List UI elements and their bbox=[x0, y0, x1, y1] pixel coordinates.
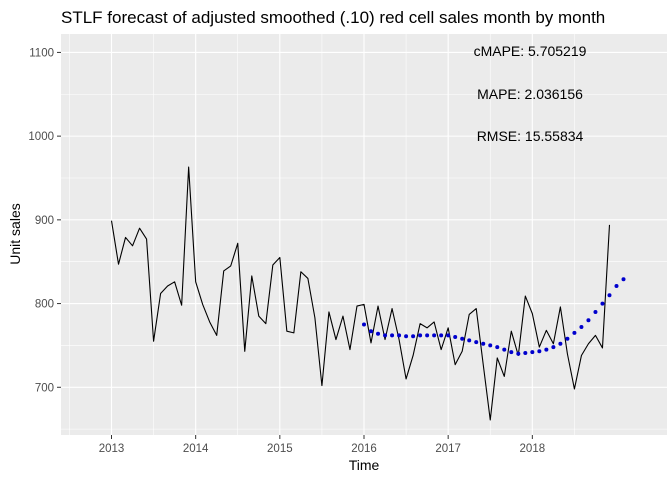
y-axis-title: Unit sales bbox=[7, 203, 23, 264]
forecast-point bbox=[558, 341, 563, 346]
forecast-point bbox=[397, 333, 402, 338]
forecast-point bbox=[453, 335, 458, 340]
forecast-point bbox=[523, 350, 528, 355]
x-tick-label: 2014 bbox=[183, 443, 209, 455]
x-tick-label: 2013 bbox=[99, 443, 125, 455]
x-tick-label: 2017 bbox=[435, 443, 461, 455]
forecast-point bbox=[481, 341, 486, 346]
y-tick-label: 1000 bbox=[28, 131, 54, 143]
forecast-point bbox=[488, 343, 493, 348]
x-tick-label: 2015 bbox=[267, 443, 293, 455]
forecast-point bbox=[516, 351, 521, 356]
forecast-point bbox=[614, 283, 619, 288]
forecast-point bbox=[551, 345, 556, 350]
forecast-point bbox=[509, 350, 514, 355]
y-tick-label: 900 bbox=[35, 215, 54, 227]
forecast-point bbox=[530, 350, 535, 355]
forecast-point bbox=[572, 330, 577, 335]
series-layer bbox=[110, 166, 626, 421]
forecast-point bbox=[502, 347, 507, 352]
annotation-mape: MAPE: 2.036156 bbox=[477, 86, 583, 102]
forecast-point bbox=[607, 293, 612, 298]
y-tick-label: 700 bbox=[35, 382, 54, 394]
forecast-point bbox=[544, 347, 549, 352]
x-tick-label: 2018 bbox=[520, 443, 546, 455]
forecast-point bbox=[383, 333, 388, 338]
forecast-point bbox=[411, 334, 416, 339]
grid-major bbox=[61, 34, 667, 435]
forecast-point bbox=[495, 345, 500, 350]
metric-annotations: cMAPE: 5.705219 MAPE: 2.036156 RMSE: 15.… bbox=[474, 43, 587, 144]
forecast-point bbox=[593, 309, 598, 314]
actual-sales-line bbox=[110, 166, 611, 421]
chart-title: STLF forecast of adjusted smoothed (.10)… bbox=[61, 8, 605, 27]
forecast-point bbox=[446, 333, 451, 338]
y-tick-label: 1100 bbox=[29, 47, 54, 59]
annotation-rmse: RMSE: 15.55834 bbox=[477, 128, 584, 144]
forecast-point bbox=[579, 325, 584, 330]
forecast-point bbox=[439, 333, 444, 338]
forecast-point bbox=[404, 334, 409, 339]
forecast-point bbox=[376, 331, 381, 336]
forecast-point bbox=[586, 318, 591, 323]
y-axis: 700 800 900 1000 1100 bbox=[28, 47, 61, 394]
x-axis: 2013 2014 2015 2016 2017 2018 bbox=[99, 435, 545, 455]
forecast-point bbox=[621, 277, 626, 282]
forecast-point bbox=[418, 333, 423, 338]
x-tick-label: 2016 bbox=[351, 443, 377, 455]
forecast-point bbox=[432, 333, 437, 338]
x-axis-title: Time bbox=[349, 457, 380, 473]
forecast-point bbox=[474, 340, 479, 345]
y-tick-label: 800 bbox=[35, 299, 54, 311]
annotation-cmape: cMAPE: 5.705219 bbox=[474, 43, 587, 59]
forecast-point bbox=[362, 322, 366, 327]
forecast-point bbox=[369, 329, 374, 334]
forecast-point bbox=[425, 333, 430, 338]
forecast-point bbox=[467, 338, 472, 343]
forecast-point bbox=[537, 349, 542, 354]
forecast-point bbox=[390, 333, 395, 338]
forecast-point bbox=[460, 336, 465, 341]
forecast-point bbox=[565, 336, 570, 341]
forecast-point bbox=[600, 301, 605, 306]
